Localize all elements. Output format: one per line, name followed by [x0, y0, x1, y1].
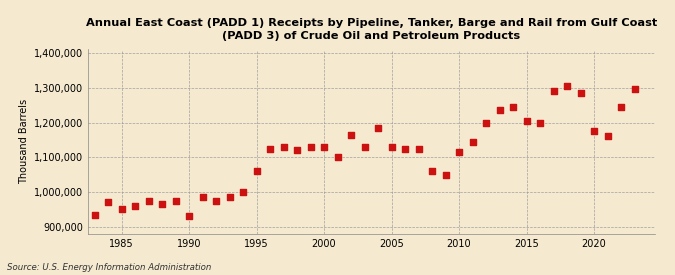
Point	[89, 212, 100, 217]
Point	[359, 145, 370, 149]
Point	[305, 145, 316, 149]
Point	[319, 145, 329, 149]
Point	[575, 91, 586, 95]
Point	[143, 199, 154, 203]
Point	[481, 120, 491, 125]
Point	[197, 195, 208, 199]
Point	[346, 133, 356, 137]
Point	[170, 199, 181, 203]
Point	[454, 150, 464, 154]
Point	[103, 200, 113, 205]
Point	[130, 204, 140, 208]
Point	[251, 169, 262, 173]
Title: Annual East Coast (PADD 1) Receipts by Pipeline, Tanker, Barge and Rail from Gul: Annual East Coast (PADD 1) Receipts by P…	[86, 18, 657, 41]
Point	[427, 169, 437, 173]
Point	[238, 190, 248, 194]
Point	[400, 146, 410, 151]
Point	[332, 155, 343, 160]
Point	[413, 146, 424, 151]
Point	[116, 207, 127, 212]
Point	[535, 120, 545, 125]
Point	[521, 119, 532, 123]
Point	[224, 195, 235, 199]
Point	[562, 84, 572, 88]
Text: Source: U.S. Energy Information Administration: Source: U.S. Energy Information Administ…	[7, 263, 211, 272]
Point	[184, 214, 194, 219]
Point	[589, 129, 599, 133]
Point	[211, 199, 221, 203]
Point	[494, 108, 505, 112]
Point	[157, 202, 167, 207]
Point	[629, 87, 640, 92]
Point	[508, 105, 518, 109]
Point	[265, 146, 275, 151]
Point	[548, 89, 559, 94]
Point	[440, 172, 451, 177]
Point	[616, 105, 626, 109]
Point	[292, 148, 302, 153]
Point	[373, 125, 383, 130]
Point	[467, 139, 478, 144]
Point	[602, 134, 613, 139]
Point	[386, 145, 397, 149]
Y-axis label: Thousand Barrels: Thousand Barrels	[20, 99, 30, 184]
Point	[278, 145, 289, 149]
